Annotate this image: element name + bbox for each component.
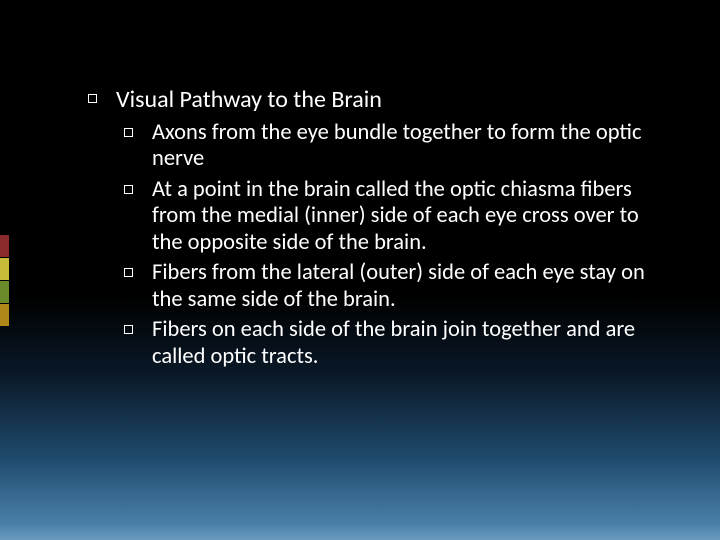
accent-bar-2 [0, 281, 9, 303]
bullet-level1: Visual Pathway to the Brain [88, 86, 648, 114]
slide: Visual Pathway to the Brain Axons from t… [0, 0, 720, 540]
slide-content: Visual Pathway to the Brain Axons from t… [88, 86, 648, 375]
accent-bar-3 [0, 304, 9, 326]
bullet-level2-item: Axons from the eye bundle together to fo… [124, 120, 648, 173]
accent-bar-0 [0, 235, 9, 257]
bullet-level2-item: Fibers from the lateral (outer) side of … [124, 260, 648, 313]
accent-bar-1 [0, 258, 9, 280]
accent-bars [0, 235, 9, 327]
bullet-level2-item: Fibers on each side of the brain join to… [124, 317, 648, 370]
bullet-level2-item: At a point in the brain called the optic… [124, 177, 648, 257]
